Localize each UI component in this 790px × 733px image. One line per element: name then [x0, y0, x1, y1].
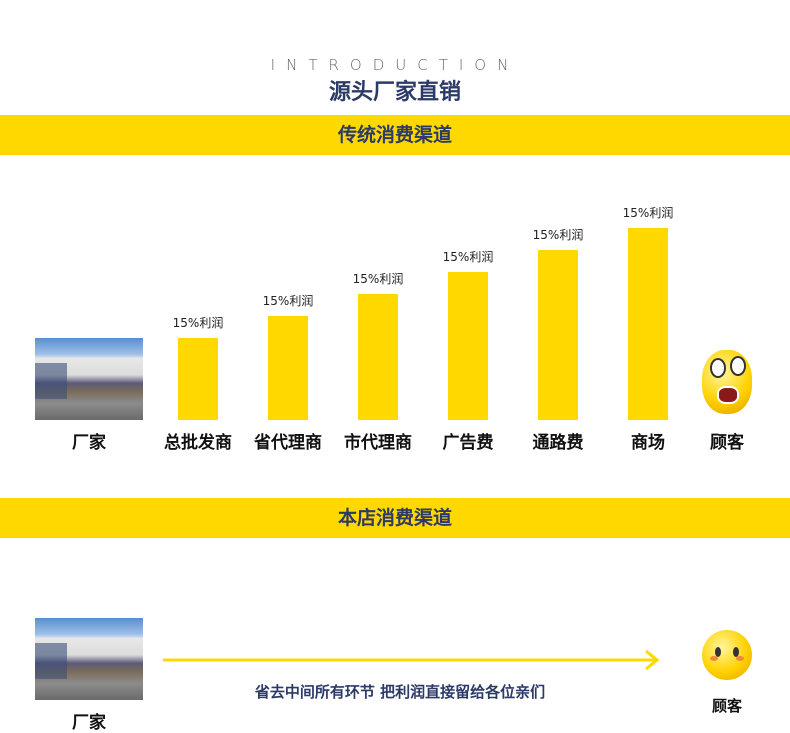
stage-label: 广告费 — [442, 433, 494, 453]
stage-label: 总批发商 — [164, 433, 232, 453]
page-title: 源头厂家直销 — [328, 80, 461, 105]
profit-label: 15%利润 — [622, 206, 674, 220]
stage-bar — [358, 294, 398, 420]
stage-bar — [628, 228, 668, 420]
stage-label: 市代理商 — [344, 433, 412, 453]
factory-photo — [35, 338, 143, 420]
store-banner: 本店消费渠道 — [0, 498, 790, 538]
customer-label-2: 顾客 — [711, 697, 742, 715]
profit-label: 15%利润 — [352, 272, 404, 286]
profit-label: 15%利润 — [262, 294, 314, 308]
customer-label: 顾客 — [710, 433, 744, 453]
stage-label: 通路费 — [532, 433, 584, 453]
profit-label: 15%利润 — [172, 316, 224, 330]
stage-bar — [268, 316, 308, 420]
shocked-emoji-icon — [702, 350, 752, 414]
stage-bar — [448, 272, 488, 420]
intro-eyebrow: INTRODUCTION — [270, 56, 520, 74]
factory-photo-2 — [35, 618, 143, 700]
stage-label: 商场 — [631, 433, 665, 453]
stage-label: 省代理商 — [254, 433, 322, 453]
traditional-banner: 传统消费渠道 — [0, 115, 790, 155]
arrow-icon — [163, 649, 660, 671]
factory-label: 厂家 — [72, 433, 106, 453]
stage-bar — [538, 250, 578, 420]
profit-label: 15%利润 — [532, 228, 584, 242]
profit-label: 15%利润 — [442, 250, 494, 264]
direct-message: 省去中间所有环节 把利润直接留给各位亲们 — [254, 683, 546, 701]
stage-bar — [178, 338, 218, 420]
factory-label-2: 厂家 — [72, 713, 106, 733]
smiley-emoji-icon — [702, 630, 752, 680]
